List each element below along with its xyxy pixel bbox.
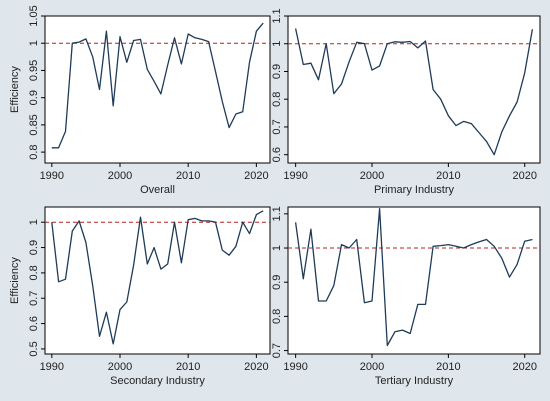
panel-overall: 0.8 0.85 0.9 0.95 1 1.05 1990 2000 2010 2020 Effi… <box>9 5 271 196</box>
panel-primary-industry-plot-area <box>287 15 541 164</box>
secondary-industry-series-line <box>51 210 264 345</box>
primary-industry-ytick-label: 0.7 <box>271 119 283 134</box>
primary-industry-xtick-label: 2020 <box>512 170 536 182</box>
overall-ytick-label: 1.05 <box>28 5 40 26</box>
secondary-industry-xtick-label: 2010 <box>176 361 200 373</box>
tertiary-industry-ytick-label: 0.9 <box>271 275 283 290</box>
panel-secondary-industry-marks: 0.5 0.6 0.7 0.8 0.9 1 1990 2000 2010 2020 <box>28 210 270 373</box>
overall-xtick-label: 2020 <box>244 170 268 182</box>
overall-xtick-label: 2000 <box>108 170 132 182</box>
secondary-industry-ytick-label: 0.7 <box>28 291 40 306</box>
secondary-industry-ytick-label: 0.6 <box>28 316 40 331</box>
panel-primary-industry-xlabel: Primary Industry <box>374 184 455 196</box>
primary-industry-xtick-label: 2010 <box>436 170 460 182</box>
overall-xtick-label: 2010 <box>176 170 200 182</box>
tertiary-industry-xtick-label: 1990 <box>283 361 307 373</box>
secondary-industry-xtick-label: 2020 <box>244 361 268 373</box>
tertiary-industry-ytick-label: 0.8 <box>271 309 283 324</box>
overall-xtick-label: 1990 <box>40 170 64 182</box>
secondary-industry-ytick-label: 0.5 <box>28 341 40 356</box>
primary-industry-xtick-label: 2000 <box>360 170 384 182</box>
panel-tertiary-industry-xlabel: Tertiary Industry <box>375 375 454 387</box>
panel-secondary-industry-ylabel: Efficiency <box>9 257 21 304</box>
overall-ytick-label: 1 <box>28 40 40 46</box>
panel-overall-ylabel: Efficiency <box>9 66 21 113</box>
panel-tertiary-industry-plot-area <box>287 206 541 355</box>
panel-tertiary-industry: 0.7 0.8 0.9 1 1.1 1990 2000 2010 2020 Tertiary I… <box>271 206 541 387</box>
overall-series-line <box>51 22 264 149</box>
tertiary-industry-xtick-label: 2000 <box>360 361 384 373</box>
secondary-industry-ytick-label: 0.8 <box>28 265 40 280</box>
primary-industry-xtick-label: 1990 <box>283 170 307 182</box>
primary-industry-ytick-label: 1 <box>271 41 283 47</box>
overall-ytick-label: 0.85 <box>28 114 40 135</box>
panel-overall-xlabel: Overall <box>140 184 175 196</box>
tertiary-industry-series-line <box>294 208 533 347</box>
primary-industry-ytick-label: 0.8 <box>271 92 283 107</box>
primary-industry-ytick-label: 0.9 <box>271 64 283 79</box>
panel-primary-industry-marks: 0.6 0.7 0.8 0.9 1 1.1 1990 2000 2010 2020 <box>271 8 540 182</box>
panel-tertiary-industry-marks: 0.7 0.8 0.9 1 1.1 1990 2000 2010 2020 <box>271 206 540 373</box>
tertiary-industry-ytick-label: 0.7 <box>271 343 283 358</box>
primary-industry-ytick-label: 0.6 <box>271 147 283 162</box>
secondary-industry-ytick-label: 1 <box>28 219 40 225</box>
tertiary-industry-xtick-label: 2010 <box>436 361 460 373</box>
secondary-industry-xtick-label: 1990 <box>40 361 64 373</box>
overall-ytick-label: 0.8 <box>28 144 40 159</box>
tertiary-industry-xtick-label: 2020 <box>512 361 536 373</box>
secondary-industry-ytick-label: 0.9 <box>28 240 40 255</box>
tertiary-industry-ytick-label: 1 <box>271 245 283 251</box>
panel-secondary-industry-xlabel: Secondary Industry <box>110 375 205 387</box>
panel-secondary-industry-plot-area <box>44 206 271 355</box>
panel-secondary-industry: 0.5 0.6 0.7 0.8 0.9 1 1990 2000 2010 2020 Efficie… <box>9 206 271 387</box>
primary-industry-series-line <box>294 28 534 156</box>
secondary-industry-xtick-label: 2000 <box>108 361 132 373</box>
panel-primary-industry: 0.6 0.7 0.8 0.9 1 1.1 1990 2000 2010 2020 Primary… <box>271 8 541 196</box>
tertiary-industry-ytick-label: 1.1 <box>271 206 283 221</box>
panel-overall-plot-area <box>44 15 271 164</box>
overall-ytick-label: 0.95 <box>28 60 40 81</box>
overall-ytick-label: 0.9 <box>28 90 40 105</box>
primary-industry-ytick-label: 1.1 <box>271 8 283 23</box>
panel-overall-marks: 0.8 0.85 0.9 0.95 1 1.05 1990 2000 2010 2020 <box>28 5 270 182</box>
